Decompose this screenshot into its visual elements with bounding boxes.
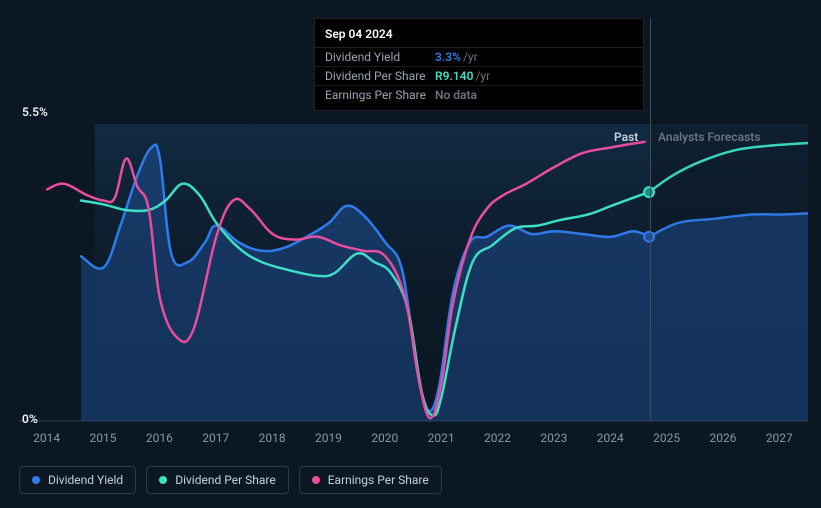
x-tick-label: 2026 xyxy=(709,431,736,445)
y-tick-label: 0% xyxy=(22,412,38,426)
forecast-region-label: Analysts Forecasts xyxy=(658,130,760,144)
x-tick-label: 2023 xyxy=(540,431,567,445)
legend-swatch xyxy=(159,476,167,484)
x-tick-label: 2018 xyxy=(259,431,286,445)
tooltip-row-label: Earnings Per Share xyxy=(325,88,435,102)
x-tick-label: 2014 xyxy=(33,431,60,445)
x-tick-label: 2015 xyxy=(90,431,117,445)
x-tick-label: 2017 xyxy=(202,431,229,445)
x-tick-label: 2020 xyxy=(371,431,398,445)
legend-label: Dividend Yield xyxy=(48,473,123,487)
legend-item-dividend-yield[interactable]: Dividend Yield xyxy=(19,466,136,494)
tooltip-row-value: R9.140 xyxy=(435,69,473,83)
tooltip-row-value: No data xyxy=(435,88,477,102)
legend-item-dividend-per-share[interactable]: Dividend Per Share xyxy=(146,466,289,494)
x-tick-label: 2022 xyxy=(484,431,511,445)
x-tick-label: 2027 xyxy=(766,431,793,445)
cursor-vertical-line xyxy=(650,18,651,421)
legend-swatch xyxy=(32,476,40,484)
x-tick-label: 2016 xyxy=(146,431,173,445)
legend-item-earnings-per-share[interactable]: Earnings Per Share xyxy=(299,466,442,494)
x-tick-label: 2019 xyxy=(315,431,342,445)
tooltip-row: Earnings Per ShareNo data xyxy=(315,86,643,104)
tooltip-row-label: Dividend Yield xyxy=(325,50,435,64)
past-region-label: Past xyxy=(614,130,638,144)
legend-label: Dividend Per Share xyxy=(175,473,276,487)
tooltip-row: Dividend Per ShareR9.140 /yr xyxy=(315,67,643,86)
legend-label: Earnings Per Share xyxy=(328,473,429,487)
chart-legend: Dividend Yield Dividend Per Share Earnings… xyxy=(19,466,442,494)
x-tick-label: 2021 xyxy=(428,431,455,445)
tooltip-date: Sep 04 2024 xyxy=(315,25,643,48)
tooltip-row-unit: /yr xyxy=(463,50,478,64)
tooltip-row-label: Dividend Per Share xyxy=(325,69,435,83)
tooltip-row-unit: /yr xyxy=(475,69,490,83)
dividend-chart: 0% 5.5% 2014 2015 2016 2017 2018 2019 2020 2021 2… xyxy=(0,0,821,508)
y-tick-label: 5.5% xyxy=(22,105,48,119)
tooltip-row-value: 3.3% xyxy=(435,50,461,64)
chart-tooltip: Sep 04 2024 Dividend Yield3.3% /yrDivide… xyxy=(314,18,644,111)
legend-swatch xyxy=(312,476,320,484)
x-tick-label: 2024 xyxy=(597,431,624,445)
x-tick-label: 2025 xyxy=(653,431,680,445)
tooltip-row: Dividend Yield3.3% /yr xyxy=(315,48,643,67)
